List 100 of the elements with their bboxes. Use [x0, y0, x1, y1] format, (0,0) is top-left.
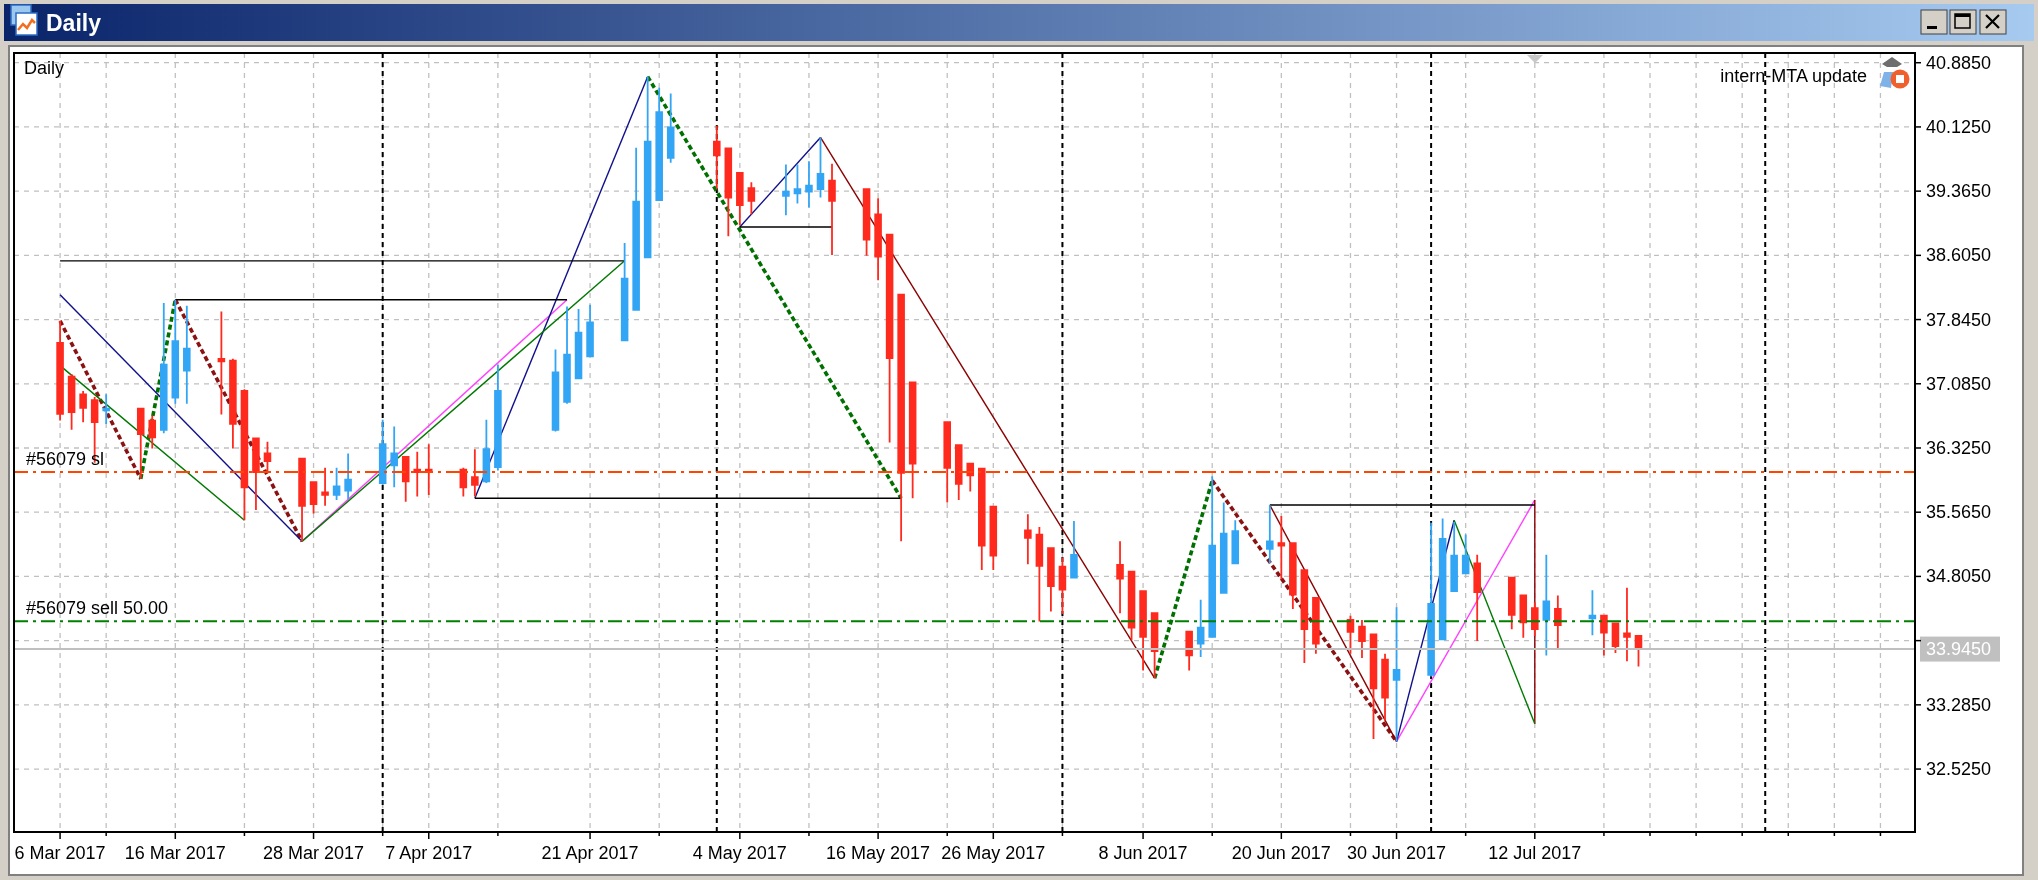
candlestick [1208, 475, 1216, 639]
candlestick [736, 171, 744, 227]
candlestick [1035, 526, 1044, 623]
candlestick [344, 452, 352, 501]
candlestick [482, 418, 491, 484]
ref-line-label: #56079 sell 50.00 [26, 598, 169, 619]
candlestick [563, 305, 571, 405]
x-tick-label: 7 Apr 2017 [385, 843, 473, 863]
candlestick [828, 162, 836, 256]
candlestick [1312, 597, 1320, 655]
candlestick [1289, 542, 1297, 610]
candlestick [401, 455, 410, 503]
candlestick [1519, 594, 1528, 639]
candlestick [378, 418, 387, 486]
candlestick [67, 373, 76, 431]
candlestick [1139, 590, 1147, 672]
candlestick [160, 302, 168, 435]
y-tick-label: 37.0850 [1926, 373, 1992, 394]
candlestick [874, 197, 882, 282]
x-tick-label: 16 Mar 2017 [124, 843, 226, 863]
candlestick [1588, 589, 1597, 637]
candlestick [724, 147, 733, 238]
x-tick-label: 12 Jul 2017 [1488, 843, 1582, 863]
y-tick-label: 37.8450 [1926, 309, 1992, 330]
candlestick [1196, 598, 1205, 659]
candlestick [943, 421, 951, 504]
candlestick [1427, 521, 1435, 678]
candlestick [1623, 586, 1631, 663]
candlestick [793, 163, 802, 205]
candlestick [782, 163, 790, 217]
chart-title: Daily [46, 10, 102, 36]
candlestick [885, 232, 894, 444]
candlestick [1231, 519, 1240, 566]
x-tick-label: 8 Jun 2017 [1098, 843, 1188, 863]
candlestick [1358, 619, 1366, 659]
candlestick [1047, 547, 1055, 613]
candlestick [643, 75, 652, 260]
candlestick [954, 444, 963, 501]
candlestick [424, 443, 433, 496]
candlestick [298, 456, 306, 543]
candlestick [321, 466, 329, 507]
candlestick [1024, 513, 1032, 566]
candlestick [1392, 606, 1401, 743]
y-tick-label: 40.1250 [1926, 116, 1992, 137]
candlestick [1450, 521, 1458, 593]
candlestick [666, 92, 675, 164]
candlestick [1554, 594, 1562, 651]
candlestick [897, 293, 905, 543]
candlestick [217, 310, 226, 416]
y-tick-label: 38.6050 [1926, 245, 1992, 266]
candlestick [390, 425, 398, 489]
candlestick [494, 363, 502, 472]
x-tick-label: 6 Mar 2017 [14, 843, 106, 863]
annotation: intern-MTA update [1720, 66, 1867, 86]
y-tick-label: 36.3250 [1926, 437, 1992, 458]
candlestick [229, 357, 237, 450]
candlestick [471, 448, 479, 498]
y-tick-label: 32.5250 [1926, 759, 1992, 780]
candlestick [1473, 553, 1481, 642]
y-tick-label: 39.3650 [1926, 181, 1992, 202]
x-tick-label: 21 Apr 2017 [541, 843, 639, 863]
candlestick [1542, 553, 1551, 657]
candlestick [1266, 504, 1274, 565]
candlestick [1507, 576, 1516, 631]
candlestick [1600, 614, 1608, 657]
y-tick-label: 35.5650 [1926, 502, 1992, 523]
candlestick [1116, 540, 1124, 615]
candlestick [632, 146, 640, 312]
candlestick [655, 86, 663, 202]
y-tick-label: 33.2850 [1926, 694, 1992, 715]
candlestick [816, 136, 825, 199]
candlestick [713, 124, 721, 190]
candlestick [136, 406, 145, 480]
chart-subtitle: Daily [24, 58, 65, 78]
candlestick [413, 450, 422, 498]
x-tick-label: 20 Jun 2017 [1231, 843, 1331, 863]
candlestick [79, 390, 87, 424]
y-tick-label: 40.8850 [1926, 52, 1992, 73]
x-tick-label: 4 May 2017 [692, 843, 787, 863]
candlestick [56, 319, 64, 422]
candlestick [102, 393, 110, 425]
x-tick-label: 26 May 2017 [941, 843, 1046, 863]
candlestick [586, 303, 594, 359]
candlestick [183, 304, 191, 405]
candlestick [1219, 501, 1228, 595]
x-tick-label: 16 May 2017 [826, 843, 931, 863]
candlestick [1070, 520, 1078, 579]
candlestick [620, 242, 629, 343]
candlestick [148, 414, 157, 450]
y-tick-label: 34.8050 [1926, 566, 1992, 587]
candlestick [805, 160, 813, 209]
candlestick [978, 467, 986, 571]
candlestick [1531, 601, 1539, 637]
candlestick [1277, 515, 1286, 581]
x-tick-label: 30 Jun 2017 [1347, 843, 1447, 863]
candlestick [1381, 652, 1389, 722]
candlestick [1461, 533, 1470, 576]
ref-line-label: 33.9450 [1926, 639, 1992, 660]
candlestick [252, 437, 260, 511]
candlestick [1185, 630, 1193, 672]
